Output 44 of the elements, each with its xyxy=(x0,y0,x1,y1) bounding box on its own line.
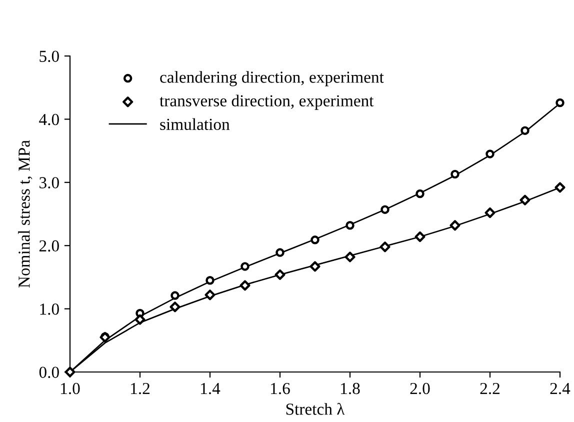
point xyxy=(310,236,320,244)
y-tick-label: 4.0 xyxy=(39,114,59,126)
point xyxy=(414,231,426,242)
point xyxy=(204,290,216,300)
point xyxy=(170,291,180,300)
y-tick-label: 0.0 xyxy=(39,366,59,378)
point xyxy=(450,220,460,231)
point xyxy=(450,170,460,179)
y-tick-label: 1.0 xyxy=(40,304,59,315)
point xyxy=(274,269,286,280)
point xyxy=(310,261,320,272)
legend-label: calendering direction, experiment xyxy=(160,71,384,86)
point xyxy=(346,221,354,230)
point xyxy=(170,302,180,312)
y-tick-label: 5.0 xyxy=(40,50,59,62)
point xyxy=(556,98,564,108)
point xyxy=(206,276,214,285)
x-tick-label: 1.4 xyxy=(201,382,220,394)
legend-label: transverse direction, experiment xyxy=(160,94,374,110)
point xyxy=(380,242,390,252)
legend-label: simulation xyxy=(160,118,230,130)
point xyxy=(520,194,530,206)
x-axis-title: Stretch λ xyxy=(286,402,345,415)
point xyxy=(134,314,146,325)
point xyxy=(344,252,356,262)
x-tick-label: 2.0 xyxy=(410,382,430,394)
x-tick-label: 1.0 xyxy=(61,382,80,394)
point xyxy=(380,205,390,214)
point xyxy=(276,248,284,257)
point xyxy=(240,280,250,291)
y-tick-label: 3.0 xyxy=(40,177,59,188)
point xyxy=(240,262,250,271)
point xyxy=(486,150,494,158)
x-tick-label: 1.8 xyxy=(341,382,360,394)
y-tick-label: 2.0 xyxy=(39,240,59,252)
x-tick-label: 2.4 xyxy=(550,382,570,394)
x-tick-label: 1.6 xyxy=(271,382,290,394)
x-tick-label: 1.2 xyxy=(131,382,150,394)
point xyxy=(484,207,496,218)
point xyxy=(554,182,566,193)
y-axis-title: Nominal stress t, MPa xyxy=(18,140,32,288)
x-tick-label: 2.2 xyxy=(480,382,500,394)
point xyxy=(520,126,530,135)
point xyxy=(416,189,424,198)
